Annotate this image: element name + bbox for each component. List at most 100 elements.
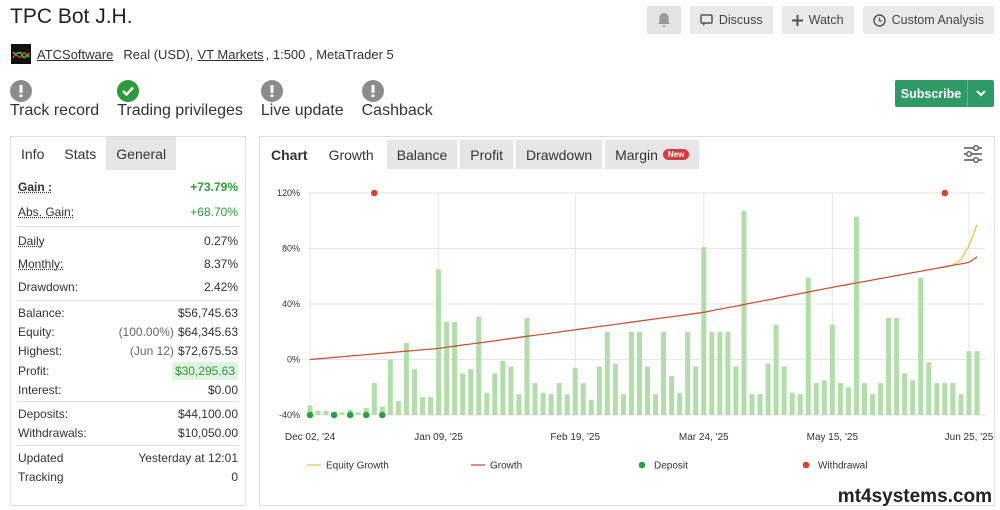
stat-value-wrap: 8.37% bbox=[204, 257, 238, 271]
stats-group: Deposits: $44,100.00 Withdrawals: $10,050.0… bbox=[17, 402, 239, 447]
stat-value-wrap: $30,295.63 bbox=[171, 361, 238, 380]
badge-label: Trading privileges bbox=[117, 102, 243, 119]
badge-label: Track record bbox=[10, 102, 100, 119]
stats-row: Daily 0.27% bbox=[17, 229, 239, 252]
stat-label: Drawdown: bbox=[18, 279, 79, 294]
button-label: Watch bbox=[808, 13, 844, 27]
stat-value: $30,295.63 bbox=[171, 361, 238, 380]
stat-label: Highest: bbox=[18, 344, 63, 359]
custom-analysis-button[interactable]: Custom Analysis bbox=[862, 6, 994, 34]
account-type: Real (USD), bbox=[123, 46, 194, 62]
badge-label: Cashback bbox=[361, 102, 433, 119]
chart-tab-label: Growth bbox=[328, 146, 374, 163]
stat-value-wrap: +73.79% bbox=[190, 180, 238, 194]
alert-button[interactable] bbox=[646, 6, 681, 34]
badge[interactable]: Trading privileges bbox=[117, 80, 243, 120]
chart-tab[interactable]: Margin New bbox=[605, 140, 700, 169]
stats-panel: Info Stats General Gain : +73.79% Abs. Gain:… bbox=[10, 136, 246, 506]
stats-tab[interactable]: Stats bbox=[64, 145, 97, 162]
new-badge: New bbox=[662, 149, 690, 160]
chart-tab[interactable]: Chart bbox=[263, 140, 316, 169]
chart-tab[interactable]: Drawdown bbox=[515, 140, 603, 169]
stat-value: 0 bbox=[231, 470, 238, 485]
stat-value: Yesterday at 12:01 bbox=[138, 450, 238, 465]
stats-tab[interactable]: General bbox=[106, 137, 177, 170]
stat-label: Tracking bbox=[18, 470, 64, 485]
stat-value: $56,745.63 bbox=[177, 305, 238, 320]
header-buttons: Discuss Watch Custom Analysis bbox=[646, 6, 994, 34]
stat-label: Daily bbox=[18, 233, 45, 248]
stat-value: +68.70% bbox=[190, 204, 238, 219]
stat-value-wrap: 0.27% bbox=[204, 234, 238, 248]
stat-label: Balance: bbox=[18, 305, 65, 320]
stat-label: Deposits: bbox=[18, 407, 69, 422]
stats-tab[interactable]: Info bbox=[21, 145, 45, 162]
chart-tab[interactable]: Growth bbox=[318, 140, 384, 169]
stat-value-wrap: Yesterday at 12:01 bbox=[138, 451, 238, 465]
stats-row: Monthly: 8.37% bbox=[17, 252, 239, 275]
stat-label: Gain : bbox=[18, 179, 53, 194]
chart-settings-icon[interactable] bbox=[963, 145, 983, 163]
stats-row: Gain : +73.79% bbox=[17, 174, 239, 199]
watermark: mt4systems.com bbox=[837, 486, 992, 507]
stat-note: (100.00%) bbox=[118, 324, 174, 339]
stat-label: Monthly: bbox=[18, 256, 64, 271]
badge-icon bbox=[260, 80, 283, 102]
badge-icon bbox=[10, 80, 32, 102]
stat-value: 0.27% bbox=[203, 233, 238, 248]
stat-label: Profit: bbox=[18, 363, 50, 378]
account-details: , 1:500 , MetaTrader 5 bbox=[265, 46, 394, 62]
stat-value-wrap: (100.00%) $64,345.63 bbox=[119, 325, 238, 339]
watch-button[interactable]: Watch bbox=[781, 6, 854, 34]
broker-link[interactable]: VT Markets bbox=[197, 46, 264, 62]
stat-value: $64,345.63 bbox=[177, 324, 238, 339]
stat-value: 2.42% bbox=[203, 279, 238, 294]
stats-group: Gain : +73.79% Abs. Gain: +68.70% bbox=[17, 172, 239, 227]
stat-value-wrap: $10,050.00 bbox=[178, 426, 238, 440]
stat-value-wrap: 2.42% bbox=[204, 280, 238, 294]
stat-value: 8.37% bbox=[203, 256, 238, 271]
badge[interactable]: Track record bbox=[10, 80, 99, 120]
stats-group: Balance: $56,745.63 Equity: (100.00%) $64,34… bbox=[17, 301, 239, 403]
chart-tab-label: Drawdown bbox=[525, 146, 593, 163]
stat-value-wrap: $0.00 bbox=[208, 383, 238, 397]
stats-row: Interest: $0.00 bbox=[17, 380, 239, 399]
chart-tab-label: Balance bbox=[396, 146, 448, 163]
button-label: Custom Analysis bbox=[891, 13, 984, 27]
account-row: ATCSoftware Real (USD), VT Markets , 1:5… bbox=[11, 44, 394, 64]
discuss-button[interactable]: Discuss bbox=[689, 6, 773, 34]
badge-icon bbox=[361, 80, 384, 102]
stat-value: $10,050.00 bbox=[177, 426, 238, 441]
stat-value-wrap: 0 bbox=[231, 470, 238, 484]
stats-row: Profit: $30,295.63 bbox=[17, 361, 239, 380]
chart-tab-label: Profit bbox=[470, 146, 503, 163]
chart-tab-label: Margin bbox=[615, 146, 658, 163]
badge[interactable]: Cashback bbox=[361, 80, 433, 120]
stat-label: Abs. Gain: bbox=[18, 204, 75, 219]
page-title: TPC Bot J.H. bbox=[10, 5, 133, 28]
stat-value: $0.00 bbox=[207, 382, 238, 397]
badge-icon bbox=[117, 80, 140, 102]
subscribe-label: Subscribe bbox=[900, 86, 962, 101]
button-label: Discuss bbox=[718, 13, 763, 27]
chart-tab[interactable]: Balance bbox=[386, 140, 458, 169]
author-link[interactable]: ATCSoftware bbox=[37, 46, 114, 62]
stats-list: Gain : +73.79% Abs. Gain: +68.70% Daily 0.27%… bbox=[11, 172, 245, 489]
stats-group: Daily 0.27% Monthly: 8.37% Drawdown: 2.42% bbox=[17, 227, 239, 301]
subscribe-button[interactable]: Subscribe bbox=[895, 80, 994, 107]
badge-label: Live update bbox=[260, 102, 344, 119]
stats-tabs: Info Stats General bbox=[11, 137, 245, 170]
badge[interactable]: Live update bbox=[260, 80, 344, 120]
badges: Track record Trading privileges Live updat… bbox=[10, 80, 433, 120]
stats-row: Abs. Gain: +68.70% bbox=[17, 199, 239, 224]
stats-row: Tracking 0 bbox=[17, 467, 239, 486]
author-logo bbox=[11, 44, 31, 64]
stats-row: Equity: (100.00%) $64,345.63 bbox=[17, 322, 239, 341]
stat-value-wrap: (Jun 12) $72,675.53 bbox=[130, 344, 238, 358]
chart-tab[interactable]: Profit bbox=[460, 140, 513, 169]
stat-label: Equity: bbox=[18, 324, 55, 339]
stat-value: $44,100.00 bbox=[177, 407, 238, 422]
chart-tab-label: Chart bbox=[271, 146, 308, 163]
chart-tabs: Chart Growth Balance Profit Drawdown Margin Ne… bbox=[263, 140, 700, 169]
